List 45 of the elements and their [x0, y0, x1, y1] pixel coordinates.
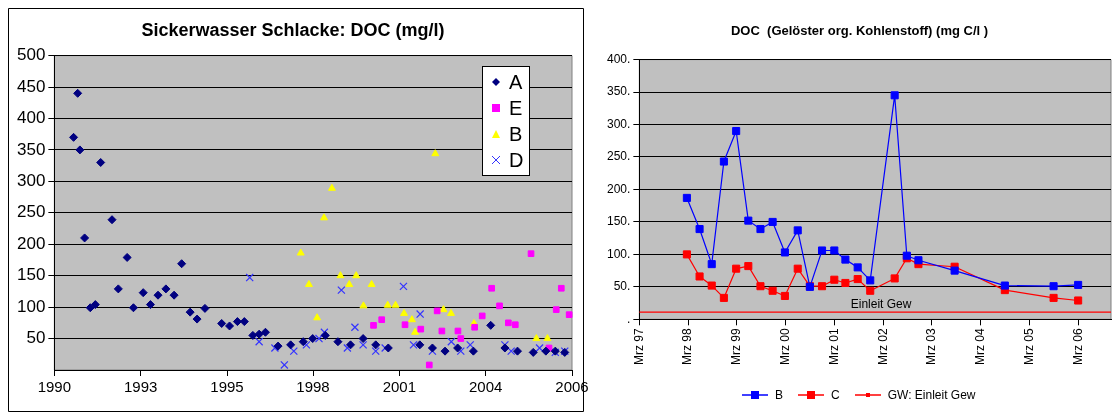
x-tick-label: Mrz 99	[729, 328, 744, 366]
legend-label: GW: Einleit Gew	[887, 388, 976, 402]
y-tick-label: 300.	[607, 116, 631, 131]
x-tick-label: 2001	[382, 378, 417, 396]
x-tick-label: Mrz 01	[826, 328, 841, 366]
y-tick-label: 250	[16, 202, 46, 222]
y-tick-label: 400.	[607, 51, 631, 66]
y-tick-label: 150.	[607, 214, 631, 229]
legend-label: B	[509, 121, 523, 147]
legend-label: A	[509, 69, 523, 95]
y-tick-label: 150	[16, 265, 46, 285]
y-tick-label: 200	[16, 233, 46, 253]
x-tick-label: Mrz 05	[1021, 328, 1036, 366]
legend-label: B	[775, 388, 784, 402]
y-tick-label: 500	[16, 45, 46, 65]
x-tick-label: 1993	[124, 378, 158, 396]
y-tick-label: 450	[16, 76, 46, 96]
y-tick-label: 250.	[607, 149, 631, 164]
legend-label: E	[509, 95, 523, 121]
x-tick-label: 1990	[37, 378, 72, 396]
y-tick-label: .	[627, 311, 631, 326]
y-tick-label: 50	[26, 328, 46, 348]
legend-label: C	[831, 388, 840, 402]
chart-title: DOC (Gelöster org. Kohlenstoff) (mg C/l )	[730, 23, 989, 39]
legend-label: D	[509, 147, 524, 173]
x-tick-label: 2004	[468, 378, 503, 396]
x-tick-label: 1995	[210, 378, 244, 396]
y-tick-label: 300	[16, 171, 46, 191]
x-tick-label: Mrz 00	[778, 328, 793, 366]
y-tick-label: 350	[16, 139, 46, 159]
annotation: Einleit Gew	[850, 297, 912, 312]
y-tick-label: 350.	[607, 84, 631, 99]
x-tick-label: Mrz 97	[631, 328, 646, 366]
x-tick-label: 1998	[296, 378, 330, 396]
x-tick-label: Mrz 06	[1070, 328, 1085, 366]
x-tick-label: Mrz 98	[680, 328, 695, 366]
x-tick-label: Mrz 04	[973, 328, 988, 366]
y-tick-label: 100.	[607, 246, 631, 261]
x-tick-label: Mrz 03	[924, 328, 939, 366]
y-tick-label: 100	[16, 296, 46, 316]
chart-title: Sickerwasser Schlacke: DOC (mg/l)	[141, 19, 445, 40]
y-tick-label: 400	[16, 108, 46, 128]
x-tick-label: Mrz 02	[875, 328, 890, 366]
y-tick-label: 50.	[613, 279, 631, 294]
y-tick-label: 200.	[607, 181, 631, 196]
